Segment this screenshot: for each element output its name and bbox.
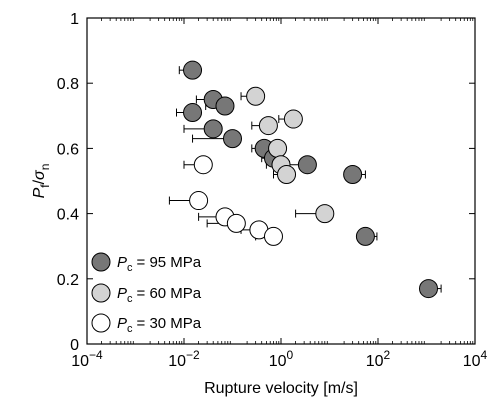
x-tick-label: 10−4: [71, 348, 103, 370]
data-point-series-0: [343, 164, 363, 184]
data-point-series-2: [189, 191, 209, 211]
data-point-series-1: [268, 138, 288, 158]
legend-entry-60: Pc = 60 MPa: [117, 285, 202, 305]
data-point-series-0: [355, 226, 375, 246]
data-point-series-2: [193, 155, 213, 175]
x-tick-label: 100: [269, 348, 294, 370]
data-point-series-1: [283, 109, 303, 129]
axis-ticks: 10−4 10−2 100 102 104 0 0.2 0.4 0.6 0.8 1: [57, 11, 488, 370]
legend: Pc = 95 MPa Pc = 60 MPa Pc = 30 MPa: [91, 252, 202, 335]
x-tick-label: 104: [463, 348, 488, 370]
legend-marker-30: [91, 313, 111, 333]
data-point-series-0: [183, 103, 203, 123]
data-point-series-0: [297, 155, 317, 175]
y-label-sigma: σ: [31, 169, 48, 180]
y-tick-label: 1: [70, 11, 79, 28]
legend-marker-95: [91, 252, 111, 272]
data-point-series-2: [226, 213, 246, 233]
y-tick-label: 0: [70, 337, 79, 354]
legend-entry-95: Pc = 95 MPa: [117, 254, 202, 274]
y-label-sub2: n: [38, 164, 52, 171]
svg-text:Pf/σn: Pf/σn: [31, 164, 52, 199]
data-point-series-0: [203, 119, 223, 139]
legend-entry-30: Pc = 30 MPa: [117, 315, 202, 335]
x-tick-label: 10−2: [168, 348, 200, 370]
x-tick-label: 102: [366, 348, 391, 370]
y-label-sub1: f: [38, 184, 52, 188]
data-point-series-1: [258, 116, 278, 136]
data-points: [183, 60, 439, 299]
y-label-sep: /: [31, 179, 48, 184]
x-axis-label: Rupture velocity [m/s]: [204, 380, 358, 397]
data-point-series-0: [223, 129, 242, 149]
y-tick-label: 0.2: [57, 272, 79, 289]
y-tick-label: 0.8: [57, 76, 79, 93]
data-point-series-0: [215, 96, 235, 116]
y-axis-label: Pf/σn: [31, 164, 52, 199]
data-point-series-1: [315, 204, 335, 224]
data-point-series-1: [246, 86, 266, 106]
data-point-series-2: [263, 226, 283, 246]
data-point-series-0: [183, 60, 203, 80]
data-point-series-1: [277, 164, 297, 184]
legend-marker-60: [91, 283, 111, 303]
data-point-series-0: [419, 279, 439, 299]
y-tick-label: 0.4: [57, 207, 79, 224]
y-label-main: P: [31, 187, 48, 198]
y-tick-label: 0.6: [57, 141, 79, 158]
